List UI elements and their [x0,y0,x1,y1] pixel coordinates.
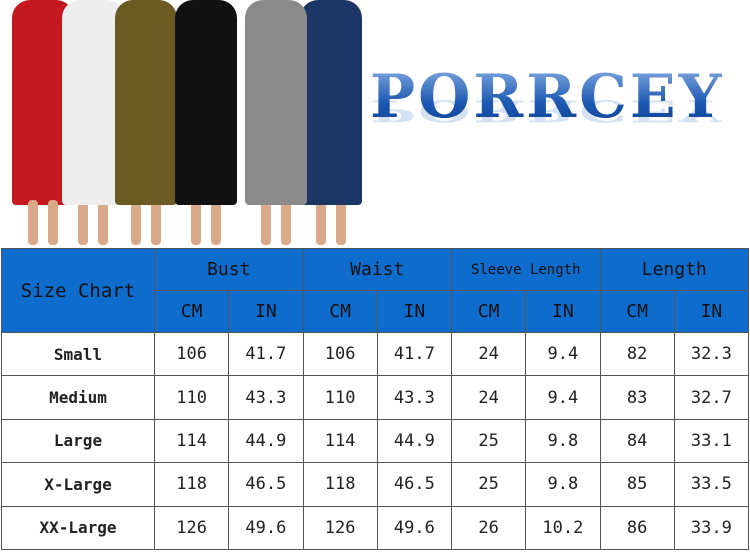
table-row: Small 106 41.7 106 41.7 24 9.4 82 32.3 [1,331,750,377]
measurement-cell: 114 [302,418,378,464]
measurement-cell: 43.3 [376,375,453,420]
model-leg [131,200,141,245]
measurement-cell: 49.6 [228,505,304,550]
model-leg [78,200,88,245]
measurement-cell: 44.9 [376,418,453,464]
measurement-cell: 114 [153,418,230,464]
header-bust: Bust [154,248,304,291]
header-length: Length [599,248,749,291]
unit-header: IN [228,290,304,333]
measurement-cell: 106 [153,331,230,377]
size-label: XX-Large [1,505,155,550]
header-sleeve-length: Sleeve Length [451,248,601,291]
unit-header: CM [153,290,230,333]
dress-3 [175,0,237,205]
measurement-cell: 41.7 [376,331,453,377]
measurement-cell: 84 [599,418,675,464]
brand-logo-reflection: PORRCEY [370,93,725,128]
unit-header: IN [673,290,750,333]
model-leg [98,200,108,245]
measurement-cell: 46.5 [376,462,453,507]
product-banner: PORRCEY PORRCEY [0,0,750,246]
size-chart-table: Size Chart Bust Waist Sleeve Length Leng… [1,248,750,550]
unit-header: CM [302,290,378,333]
table-row: Large 114 44.9 114 44.9 25 9.8 84 33.1 [1,418,750,464]
model-leg [281,200,291,245]
size-chart-title: Size Chart [1,248,155,333]
size-label: Large [1,418,155,464]
unit-header: IN [525,290,601,333]
brand-logo: PORRCEY [370,62,725,132]
measurement-cell: 85 [599,462,675,507]
dress-1 [62,0,124,205]
measurement-cell: 9.4 [525,331,601,377]
measurement-cell: 46.5 [228,462,304,507]
dress-4 [245,0,307,205]
model-leg [336,200,346,245]
measurement-cell: 32.3 [673,331,750,377]
measurement-cell: 106 [302,331,378,377]
measurement-cell: 49.6 [376,505,453,550]
header-waist: Waist [302,248,452,291]
table-row: X-Large 118 46.5 118 46.5 25 9.8 85 33.5 [1,462,750,507]
model-leg [211,200,221,245]
measurement-cell: 43.3 [228,375,304,420]
measurement-cell: 33.5 [673,462,750,507]
measurement-cell: 33.9 [673,505,750,550]
model-leg [191,200,201,245]
measurement-cell: 86 [599,505,675,550]
measurement-cell: 110 [153,375,230,420]
measurement-cell: 82 [599,331,675,377]
table-row: Medium 110 43.3 110 43.3 24 9.4 83 32.7 [1,375,750,420]
size-label: X-Large [1,462,155,507]
table-row: XX-Large 126 49.6 126 49.6 26 10.2 86 33.9 [1,505,750,550]
measurement-cell: 25 [450,418,527,464]
size-label: Medium [1,375,155,420]
measurement-cell: 41.7 [228,331,304,377]
measurement-cell: 26 [450,505,527,550]
dress-2 [115,0,177,205]
measurement-cell: 9.4 [525,375,601,420]
model-leg [48,200,58,245]
measurement-cell: 24 [450,331,527,377]
unit-header: IN [376,290,453,333]
measurement-cell: 25 [450,462,527,507]
measurement-cell: 10.2 [525,505,601,550]
unit-header: CM [450,290,527,333]
size-label: Small [1,331,155,377]
measurement-cell: 110 [302,375,378,420]
measurement-cell: 126 [153,505,230,550]
model-leg [28,200,38,245]
dress-5 [300,0,362,205]
measurement-cell: 24 [450,375,527,420]
measurement-cell: 33.1 [673,418,750,464]
measurement-cell: 118 [302,462,378,507]
measurement-cell: 32.7 [673,375,750,420]
measurement-cell: 126 [302,505,378,550]
unit-header: CM [599,290,675,333]
model-leg [316,200,326,245]
measurement-cell: 9.8 [525,418,601,464]
measurement-cell: 118 [153,462,230,507]
measurement-cell: 83 [599,375,675,420]
model-leg [261,200,271,245]
measurement-cell: 9.8 [525,462,601,507]
measurement-cell: 44.9 [228,418,304,464]
model-leg [151,200,161,245]
